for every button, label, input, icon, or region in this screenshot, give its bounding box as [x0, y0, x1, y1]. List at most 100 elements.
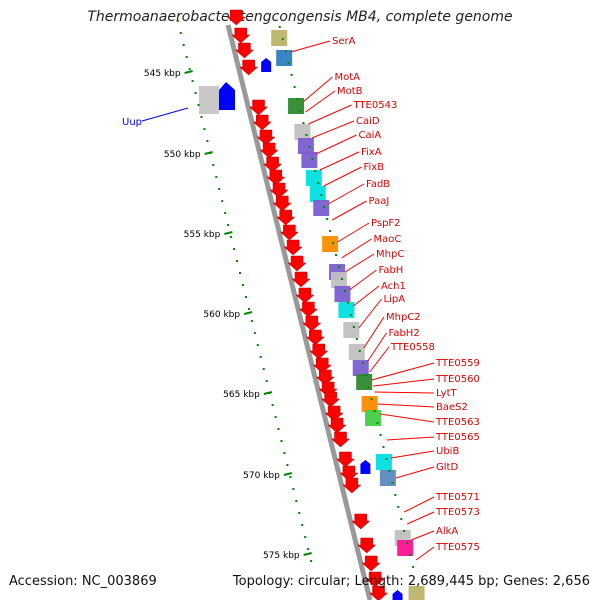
tick-dot-left: [197, 104, 200, 106]
tick-dot-right: [346, 302, 349, 304]
gene-feature-forward: [234, 42, 255, 59]
gene-label-line: [395, 466, 435, 479]
gene-label: SerA: [332, 36, 356, 47]
kbp-tick-mark: [263, 391, 273, 395]
tick-dot-left: [218, 188, 221, 190]
gene-label-line: [341, 238, 372, 259]
tick-dot-left: [182, 44, 185, 46]
genome-stats-text: Topology: circular; Length: 2,689,445 bp…: [232, 574, 590, 589]
cog-box: [365, 410, 382, 426]
gene-label: CaiA: [359, 130, 382, 141]
gene-feature-forward: [231, 27, 251, 44]
tick-dot-left: [298, 512, 301, 514]
gene-label-line: [353, 285, 380, 307]
gene-feature-uup: [219, 82, 235, 110]
cog-box: [297, 138, 314, 154]
gene-feature-forward: [320, 391, 341, 408]
tick-dot-left: [191, 80, 194, 82]
kbp-tick-mark: [204, 151, 213, 155]
gene-label-line: [319, 151, 360, 171]
gene-feature-forward: [262, 156, 283, 173]
gene-feature-forward: [279, 224, 300, 241]
gene-label-line: [371, 362, 435, 381]
tick-dot-right: [409, 554, 412, 556]
tick-dot-right: [296, 98, 299, 100]
cog-boxes: [271, 30, 425, 600]
backbone-line: [225, 24, 373, 600]
gene-label: MotA: [335, 72, 361, 83]
tick-dot-left: [256, 344, 259, 346]
tick-dot-left: [233, 248, 236, 250]
gene-label: TTE0563: [435, 417, 480, 428]
gene-feature-forward: [295, 287, 315, 304]
gene-label: LipA: [384, 294, 406, 305]
gene-feature-forward: [252, 114, 272, 131]
tick-dot-left: [227, 224, 230, 226]
tick-dot-right: [391, 482, 394, 484]
gene-label-line: [323, 166, 362, 187]
gene-label: FixB: [364, 162, 385, 173]
tick-dot-right: [379, 434, 382, 436]
tick-dot-left: [292, 488, 295, 490]
tick-dot-right: [329, 230, 332, 232]
gene-label: FadB: [366, 179, 390, 190]
tick-dot-right: [343, 290, 346, 292]
tick-dot-right: [412, 566, 415, 568]
kbp-tick-mark: [303, 552, 312, 556]
tick-dot-right: [281, 38, 284, 40]
tick-dot-left: [280, 440, 283, 442]
gene-label: PaaJ: [369, 196, 390, 207]
gene-label: BaeS2: [436, 402, 468, 413]
tick-dot-right: [355, 338, 358, 340]
tick-dot-left: [253, 332, 256, 334]
gene-label-line: [374, 391, 435, 394]
tick-dot-right: [311, 158, 314, 160]
tick-dot-right: [385, 458, 388, 460]
gene-label: FabH: [379, 265, 404, 276]
tick-dot-right: [403, 530, 406, 532]
tick-dot-left: [259, 356, 262, 358]
gene-label-line: [311, 120, 355, 139]
gene-label: MhpC2: [386, 312, 421, 323]
cog-box: [352, 360, 369, 376]
gene-feature-forward: [302, 315, 322, 332]
kbp-tick-mark: [224, 231, 233, 235]
tick-dot-left: [247, 308, 250, 310]
tick-dot-left: [188, 68, 191, 70]
gene-feature-forward: [248, 99, 269, 116]
gene-label: TTE0543: [353, 100, 398, 111]
tick-dot-left: [236, 260, 239, 262]
cog-box: [322, 236, 339, 252]
tick-dot-right: [382, 446, 385, 448]
cog-box: [301, 152, 318, 168]
gene-feature-forward: [312, 357, 332, 374]
gene-label: FixA: [361, 147, 382, 158]
gene-feature-forward: [365, 571, 385, 588]
gene-feature-forward: [368, 585, 389, 600]
gene-feature-forward: [361, 555, 381, 572]
uup-label: Uup: [122, 117, 142, 128]
tick-dot-right: [397, 506, 400, 508]
tick-dot-right: [364, 374, 367, 376]
cog-box: [375, 454, 392, 470]
kbp-ticks: 545 kbp 550 kbp 555 kbp 560 kbp 565 kbp 570 k…: [144, 69, 312, 561]
gene-feature-forward: [351, 513, 371, 530]
tick-dot-left: [224, 212, 227, 214]
gene-feature-forward: [305, 329, 325, 346]
gene-label-line: [349, 269, 377, 291]
cog-box: [348, 344, 365, 360]
tick-dot-right: [338, 266, 341, 268]
gene-label-line: [363, 316, 385, 349]
gene-label-line: [327, 183, 365, 205]
tick-dot-left: [271, 404, 274, 406]
tick-dot-right: [335, 254, 338, 256]
tick-dot-left: [230, 236, 233, 238]
gene-feature-forward: [342, 477, 362, 494]
cog-box: [343, 322, 360, 338]
gene-feature-forward: [238, 59, 259, 76]
gene-label-line: [358, 298, 382, 329]
tick-dot-left: [238, 272, 241, 274]
gene-label-line: [410, 530, 435, 541]
gene-feature-forward: [309, 343, 329, 360]
cog-box: [334, 286, 351, 302]
